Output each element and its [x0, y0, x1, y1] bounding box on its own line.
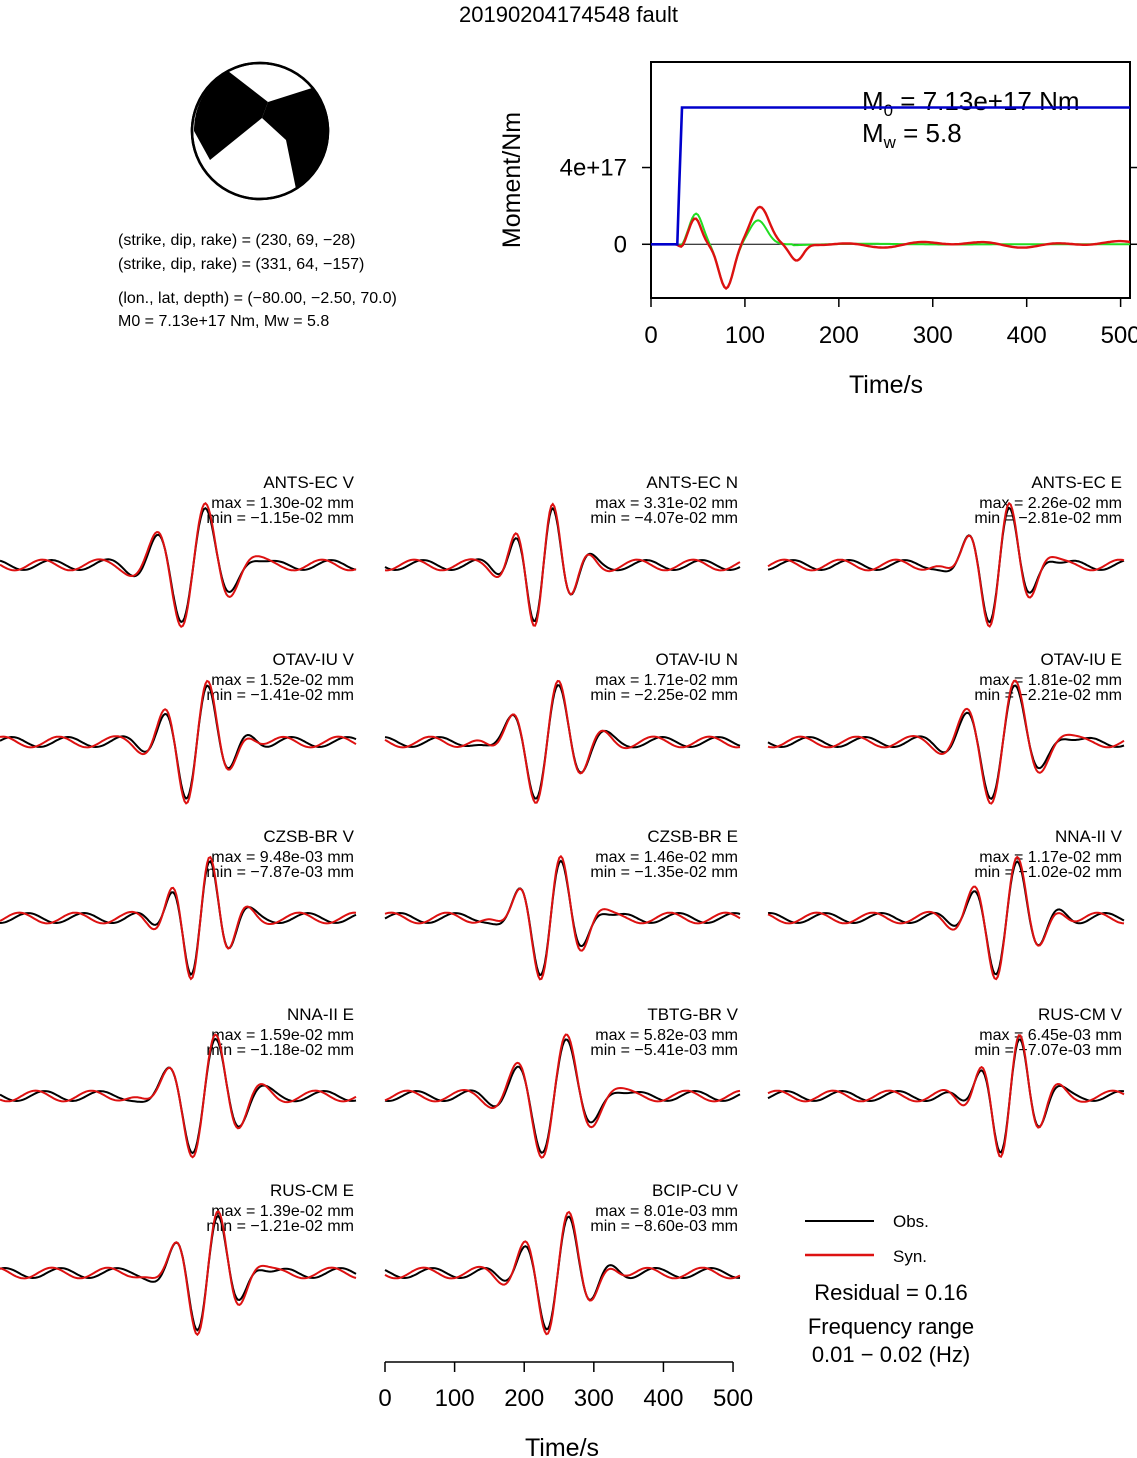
stf-y-tick-label: 0	[614, 231, 627, 258]
waveform-min-label: min = −1.21e-02 mm	[206, 1218, 354, 1235]
beachball-compression-right	[262, 88, 328, 189]
waveform-station-label: RUS-CM V	[1038, 1005, 1123, 1024]
waveform-synthetic-trace	[767, 679, 1125, 805]
waveform-station-label: CZSB-BR V	[263, 827, 354, 846]
waveform-observed-trace	[0, 506, 357, 624]
waveform-synthetic-trace	[767, 1034, 1125, 1159]
waveform-observed-trace	[767, 506, 1125, 624]
waveform-x-tick-label: 100	[435, 1385, 475, 1412]
waveform-x-axis-label: Time/s	[525, 1434, 599, 1458]
waveform-x-tick-label: 200	[504, 1385, 544, 1412]
waveform-min-label: min = −7.87e-03 mm	[206, 864, 354, 881]
waveform-min-label: min = −5.41e-03 mm	[590, 1042, 738, 1059]
nodal-plane-1: (strike, dip, rake) = (230, 69, −28)	[118, 232, 356, 249]
waveform-min-label: min = −1.41e-02 mm	[206, 687, 354, 704]
waveform-min-label: min = −1.18e-02 mm	[206, 1042, 354, 1059]
source-moment: M0 = 7.13e+17 Nm, Mw = 5.8	[118, 313, 330, 330]
stf-mw-label: Mw = 5.8	[862, 118, 962, 152]
stf-x-tick-label: 300	[913, 322, 953, 349]
waveform-observed-trace	[384, 859, 741, 977]
waveform-synthetic-trace	[767, 501, 1125, 628]
waveform-min-label: min = −1.15e-02 mm	[206, 510, 354, 527]
waveform-synthetic-trace	[384, 1210, 741, 1336]
stf-cumulative-moment-line	[651, 106, 1130, 246]
waveform-max-label: max = 1.59e-02 mm	[211, 1027, 354, 1044]
waveform-station-label: NNA-II V	[1055, 827, 1123, 846]
waveform-x-tick-label: 500	[713, 1385, 753, 1412]
waveform-min-label: min = −1.35e-02 mm	[590, 864, 738, 881]
waveform-station-label: ANTS-EC V	[263, 473, 354, 492]
waveform-min-label: min = −4.07e-02 mm	[590, 510, 738, 527]
waveform-max-label: max = 8.01e-03 mm	[595, 1203, 738, 1220]
waveform-station-label: OTAV-IU E	[1040, 650, 1122, 669]
stf-plot-frame	[650, 61, 1131, 299]
waveform-max-label: max = 5.82e-03 mm	[595, 1027, 738, 1044]
waveform-min-label: min = −2.25e-02 mm	[590, 687, 738, 704]
waveform-min-label: min = −1.02e-02 mm	[974, 864, 1122, 881]
waveform-x-tick-label: 0	[378, 1385, 391, 1412]
waveform-synthetic-trace	[384, 854, 741, 981]
source-location: (lon., lat, depth) = (−80.00, −2.50, 70.…	[118, 290, 397, 307]
waveform-max-label: max = 1.71e-02 mm	[595, 672, 738, 689]
stf-x-tick-label: 0	[644, 322, 657, 349]
waveform-station-label: BCIP-CU V	[652, 1181, 739, 1200]
residual-label: Residual = 0.16	[814, 1280, 968, 1305]
frequency-title: Frequency range	[808, 1314, 974, 1339]
waveform-synthetic-trace	[0, 855, 357, 981]
waveform-station-label: RUS-CM E	[270, 1181, 354, 1200]
stf-green-trace	[651, 212, 1130, 290]
waveform-synthetic-trace	[0, 1033, 357, 1159]
stf-x-tick-label: 200	[819, 322, 859, 349]
stf-y-tick-label: 4e+17	[560, 155, 627, 182]
waveform-max-label: max = 3.31e-02 mm	[595, 495, 738, 512]
beachball-border	[190, 61, 330, 201]
waveform-min-label: min = −2.81e-02 mm	[974, 510, 1122, 527]
waveform-max-label: max = 1.46e-02 mm	[595, 849, 738, 866]
waveform-max-label: max = 1.52e-02 mm	[211, 672, 354, 689]
waveform-synthetic-trace	[0, 679, 357, 805]
stf-m0-label: M0 = 7.13e+17 Nm	[862, 86, 1080, 120]
figure-title: 20190204174548 fault	[459, 2, 678, 27]
waveform-max-label: max = 1.39e-02 mm	[211, 1203, 354, 1220]
stf-x-tick-label: 100	[725, 322, 765, 349]
stf-y-axis-label: Moment/Nm	[498, 112, 526, 248]
waveform-x-tick-label: 300	[574, 1385, 614, 1412]
waveform-min-label: min = −7.07e-03 mm	[974, 1042, 1122, 1059]
waveform-synthetic-trace	[0, 502, 357, 628]
stf-red-trace	[651, 205, 1131, 290]
waveform-station-label: ANTS-EC N	[646, 473, 738, 492]
frequency-value: 0.01 − 0.02 (Hz)	[812, 1342, 970, 1367]
waveform-synthetic-trace	[0, 1210, 357, 1337]
waveform-station-label: OTAV-IU N	[656, 650, 739, 669]
waveform-max-label: max = 2.26e-02 mm	[979, 495, 1122, 512]
stf-x-tick-label: 500	[1101, 322, 1137, 349]
waveform-synthetic-trace	[384, 502, 741, 627]
waveform-station-label: NNA-II E	[287, 1005, 354, 1024]
waveform-station-label: ANTS-EC E	[1031, 473, 1122, 492]
waveform-x-tick-label: 400	[643, 1385, 683, 1412]
stf-x-tick-label: 400	[1007, 322, 1047, 349]
waveform-max-label: max = 6.45e-03 mm	[979, 1027, 1122, 1044]
waveform-station-label: OTAV-IU V	[272, 650, 354, 669]
waveform-station-label: TBTG-BR V	[647, 1005, 738, 1024]
waveform-synthetic-trace	[384, 1033, 741, 1159]
waveform-station-label: CZSB-BR E	[647, 827, 738, 846]
waveform-synthetic-trace	[384, 679, 741, 804]
legend-syn-label: Syn.	[893, 1247, 927, 1266]
beachball-compression-left	[193, 71, 268, 160]
legend-obs-label: Obs.	[893, 1212, 929, 1231]
waveform-max-label: max = 1.30e-02 mm	[211, 495, 354, 512]
waveform-synthetic-trace	[767, 855, 1125, 981]
waveform-min-label: min = −2.21e-02 mm	[974, 687, 1122, 704]
waveform-min-label: min = −8.60e-03 mm	[590, 1218, 738, 1235]
nodal-plane-2: (strike, dip, rake) = (331, 64, −157)	[118, 256, 365, 273]
waveform-max-label: max = 9.48e-03 mm	[211, 849, 354, 866]
stf-x-axis-label: Time/s	[849, 371, 923, 399]
waveform-observed-trace	[767, 860, 1125, 976]
